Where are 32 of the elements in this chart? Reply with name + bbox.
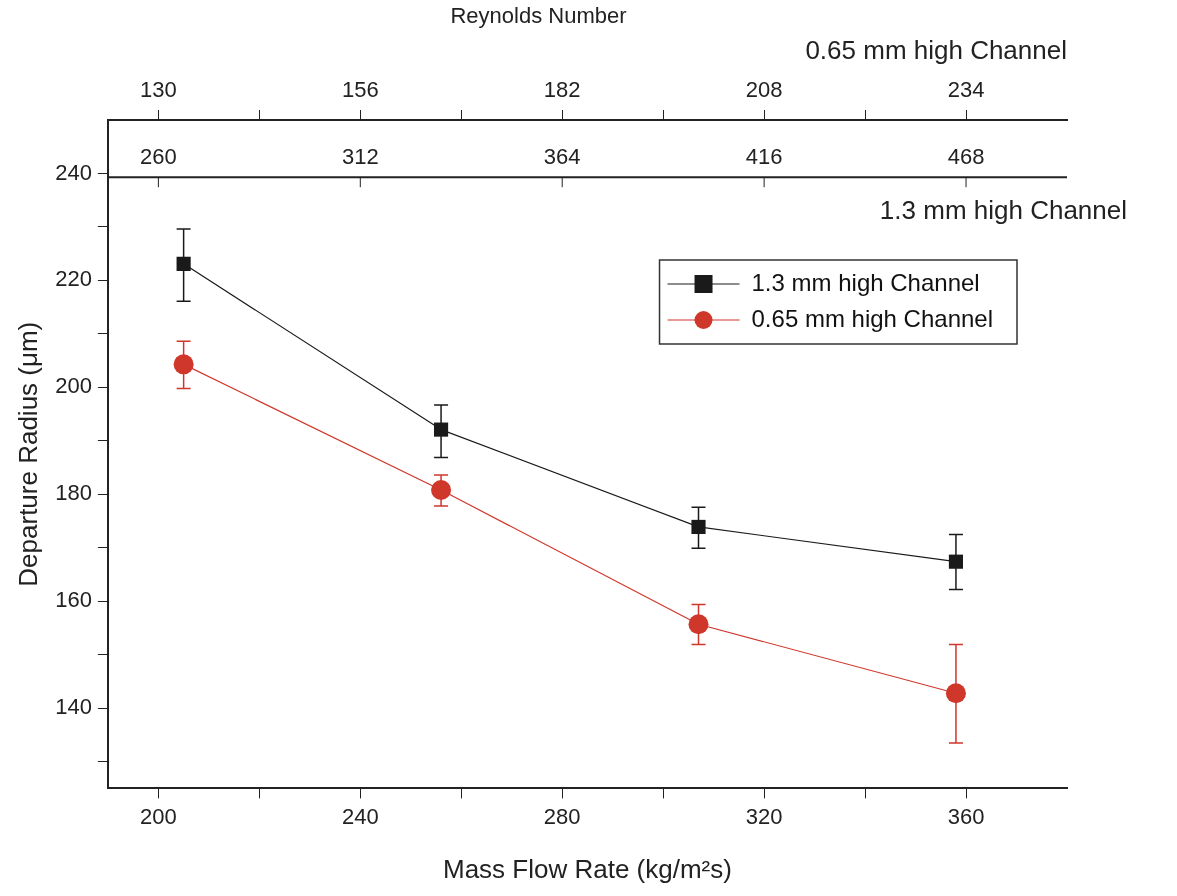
legend-label: 1.3 mm high Channel [751,268,980,296]
y-tick-label: 160 [55,587,92,613]
y-tick-label: 140 [55,694,92,720]
x2-tick-label: 234 [947,76,985,102]
point [691,519,706,534]
annotation: 260 [140,144,177,170]
annotation: 416 [745,144,783,170]
x-tick-label: 240 [341,803,379,829]
x2-tick-label: 182 [543,76,581,102]
x-tick-label: 200 [140,803,177,829]
y-tick-label: 200 [55,373,92,399]
x-tick-label: 320 [745,803,783,829]
x-axis-title: Mass Flow Rate (kg/m²s) [442,853,732,884]
annotation: 1.3 mm high Channel [879,195,1127,226]
point [688,614,709,635]
point [176,256,191,271]
annotation: 312 [341,144,379,170]
legend-label: 0.65 mm high Channel [751,304,994,332]
y-axis-title: Departure Radius (μm) [12,321,43,587]
annotation: 364 [543,144,581,170]
x2-tick-label: 156 [341,76,379,102]
annotation: 468 [947,144,985,170]
x2-tick-label: 208 [745,76,783,102]
x2-axis-title: 0.65 mm high Channel [805,35,1067,66]
point [173,354,194,375]
y-tick-label: 220 [55,266,92,292]
x-tick-label: 280 [543,803,581,829]
x2-tick-label: 130 [140,76,177,102]
chart-title: Reynolds Number [450,3,627,29]
x-tick-label: 360 [947,803,985,829]
y-tick-label: 240 [55,159,92,185]
y-tick-label: 180 [55,480,92,506]
